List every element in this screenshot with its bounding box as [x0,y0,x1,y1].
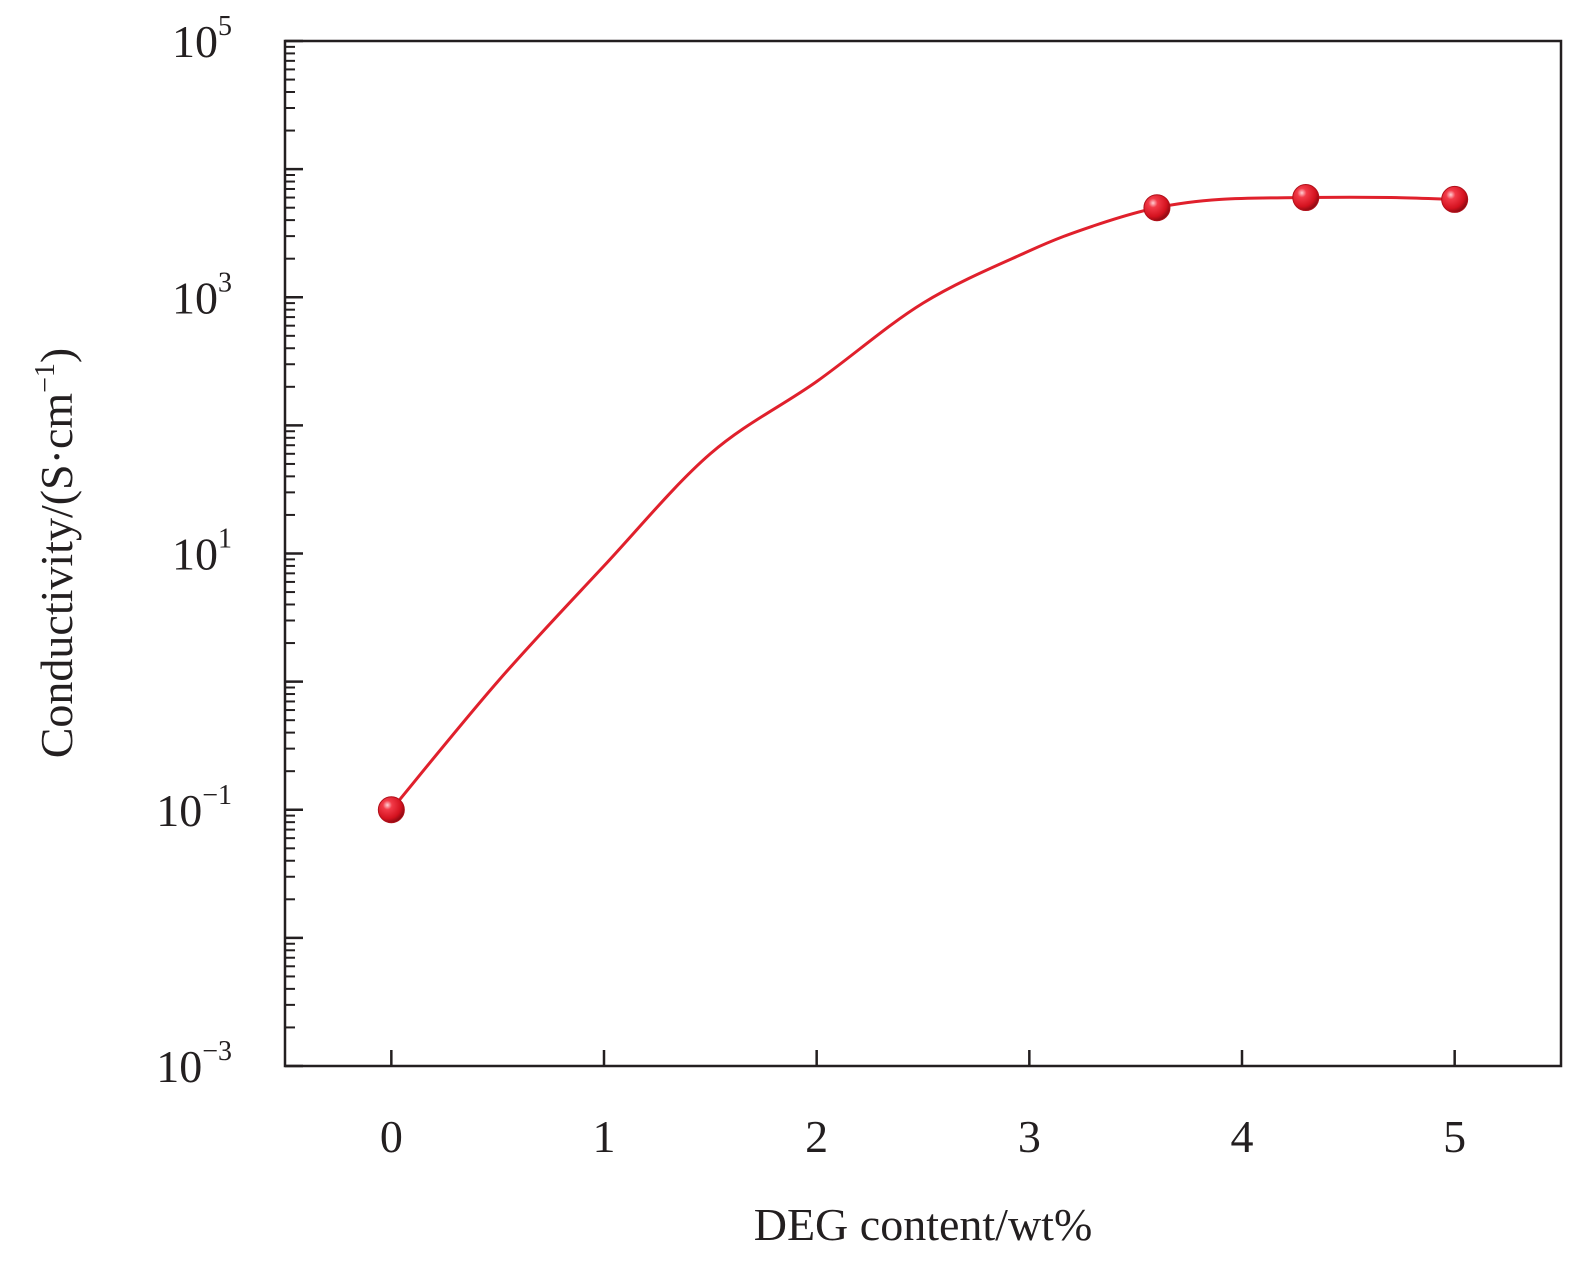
y-axis-ticks [285,39,303,1068]
series-curve [390,195,1455,811]
x-axis-title: DEG content/wt% [754,1199,1093,1250]
y-tick-label: 103 [172,267,232,323]
y-axis-title-main: Conductivity/(S·cm [31,393,82,759]
series-points [377,184,1469,824]
y-axis-title: Conductivity/(S·cm−1) [30,348,82,759]
x-axis-tick-labels: 0 1 2 3 4 5 [380,1111,1466,1162]
y-tick-label: 101 [172,524,232,580]
x-tick-label: 1 [593,1111,616,1162]
y-axis-title-exponent: −1 [30,363,61,393]
x-tick-label: 3 [1018,1111,1041,1162]
y-tick-label: 10−3 [156,1036,232,1092]
y-tick-label-base: 10 [172,529,218,580]
y-tick-label-base: 10 [156,785,202,836]
y-tick-label-exponent: 5 [218,11,232,42]
plot-frame [283,39,1563,1068]
x-tick-label: 4 [1231,1111,1254,1162]
x-axis-ticks [390,1050,1456,1066]
y-tick-label: 10−1 [156,780,232,836]
data-point [377,796,405,824]
x-tick-label: 5 [1443,1111,1466,1162]
y-tick-label-exponent: −3 [202,1036,232,1067]
y-tick-label-exponent: −1 [202,780,232,811]
y-tick-label-base: 10 [172,272,218,323]
y-tick-label-base: 10 [172,16,218,67]
y-tick-label: 105 [172,11,232,67]
data-point [1441,185,1469,213]
y-tick-label-exponent: 1 [218,524,232,555]
y-tick-label-base: 10 [156,1041,202,1092]
data-point [1292,184,1320,212]
y-tick-label-exponent: 3 [218,267,232,298]
x-tick-label: 2 [805,1111,828,1162]
x-tick-label: 0 [380,1111,403,1162]
data-point [1143,194,1171,222]
y-axis-title-tail: ) [31,348,82,363]
